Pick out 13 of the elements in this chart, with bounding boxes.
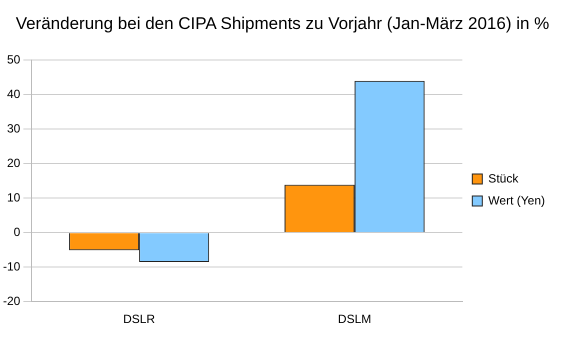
y-tick-label: 0: [14, 224, 21, 239]
y-tick-label: -10: [3, 259, 21, 274]
legend-label: Wert (Yen): [488, 193, 546, 208]
x-tick-label: DSLM: [338, 312, 372, 326]
y-tick-label: 10: [6, 190, 21, 204]
x-tick-label: DSLR: [123, 312, 156, 326]
y-tick-label: 50: [6, 52, 21, 67]
y-tick-label: 20: [6, 156, 21, 170]
legend-label: Stück: [488, 171, 520, 186]
y-tick-label: 30: [6, 121, 21, 136]
y-tick-label: -20: [3, 294, 21, 308]
chart-title: Veränderung bei den CIPA Shipments zu Vorjahr (Jan-März 2016) in %: [14, 14, 550, 34]
y-tick-label: 40: [6, 87, 21, 101]
